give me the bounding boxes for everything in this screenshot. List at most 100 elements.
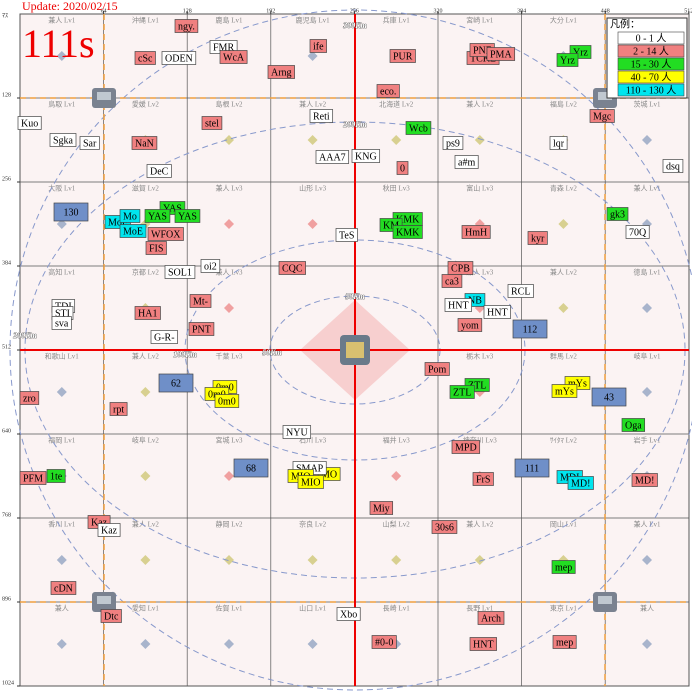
tag-text: FrS (476, 474, 490, 485)
tag-text: mep (555, 562, 572, 573)
cell-marker (140, 555, 151, 565)
alliance-tag: Oga (621, 418, 646, 432)
alliance-tag: zro (19, 391, 40, 405)
tag-text: Mgc (593, 111, 612, 122)
tag-box (50, 581, 77, 595)
alliance-tag: dsq (662, 159, 684, 173)
cell-name: 奈良 Lv2 (299, 520, 327, 529)
cell-marker (642, 303, 652, 313)
tag-box (376, 84, 400, 98)
tag-box (201, 116, 223, 130)
tag-box (486, 47, 516, 61)
tag-text: Kuo (21, 118, 38, 129)
tag-text: MoF (108, 217, 128, 228)
tag-box (309, 109, 334, 123)
tag-box (134, 306, 161, 320)
cell-name: 大阪 Lv1 (48, 184, 76, 193)
tag-text: MO (321, 469, 337, 480)
y-tick-label: 384 (2, 260, 11, 266)
alliance-tag: ZTL (449, 385, 475, 399)
cell-name: 愛知 Lv1 (132, 604, 160, 613)
cell-name: 福島 Lv2 (550, 100, 578, 109)
distance-label: 50Km (262, 348, 282, 357)
tag-text: MD! (571, 478, 590, 489)
cell-marker (224, 639, 234, 649)
tag-box (507, 284, 534, 298)
cell-marker (391, 555, 402, 565)
alliance-tag: gk3 (606, 207, 629, 221)
alliance-tag: DeC (146, 164, 172, 178)
tag-box (549, 136, 568, 150)
tag-box (147, 227, 184, 241)
cell-name: 秋田 Lv3 (383, 184, 411, 193)
tag-box (214, 394, 240, 408)
cell-name: 兼人 Lv3 (466, 268, 494, 277)
tag-box (431, 520, 458, 534)
tag-text: YAS (148, 211, 167, 222)
tag-text: NB (468, 295, 482, 306)
alliance-tag: Pom (424, 362, 450, 376)
cell-name: 兼人 Lv2 (466, 100, 494, 109)
tag-box (469, 637, 497, 651)
alliance-tag: kyr (527, 231, 548, 245)
cell-name: 福井 Lv3 (383, 436, 411, 445)
cell-name: 長崎 Lv1 (383, 604, 411, 613)
cell-name: 徳島 Lv1 (633, 268, 661, 277)
tag-text: mYs (568, 378, 587, 389)
tag-box (405, 121, 432, 135)
alliance-tag: HNT (444, 298, 472, 312)
tag-text: MoE (123, 226, 143, 237)
cell-marker (642, 387, 652, 397)
alliance-tag: YAS (144, 209, 171, 223)
distance-label: 300Km (342, 21, 367, 30)
cell-name: 福岡 Lv1 (48, 436, 76, 445)
cell-name: 兼人 (55, 604, 69, 613)
tag-text: YAS (163, 203, 182, 214)
tag-text: Wcb (409, 123, 428, 134)
tag-text: Reti (313, 111, 330, 122)
alliance-tag: Mt- (189, 294, 212, 308)
tag-text: CPB (451, 263, 470, 274)
x-tick-label: 64 (101, 8, 107, 14)
alliance-tag: RCL (507, 284, 534, 298)
tag-box (309, 39, 327, 53)
alliance-tag: Arng (267, 65, 295, 79)
cell-marker (474, 135, 485, 145)
cell-name: 高知 Lv1 (48, 268, 76, 277)
legend: 凡例： 0 - 1 人2 - 14 人15 - 30 人40 - 70 人110 … (606, 17, 688, 99)
tag-box (335, 228, 358, 242)
cell-name: 和歌山 Lv1 (45, 352, 80, 361)
tag-text: KMK (396, 227, 420, 238)
alliance-tag: KMK (392, 225, 423, 239)
tag-text: KM (383, 220, 399, 231)
tag-text: Oga (625, 420, 642, 431)
cell-marker (56, 219, 67, 229)
tag-box (389, 49, 416, 63)
tag-box (621, 418, 646, 432)
alliance-tag: ngy. (174, 19, 199, 33)
tag-text: MPD (455, 442, 477, 453)
tag-box (188, 322, 215, 336)
cell-marker (140, 471, 151, 481)
alliance-tag: Miy (369, 501, 394, 515)
cell-name: 石川 Lv3 (299, 437, 327, 445)
cell-name: 兼人 Lv3 (215, 184, 243, 193)
tag-box (161, 51, 197, 65)
alliance-tag: mYs (551, 384, 578, 398)
tag-box (174, 209, 201, 223)
cell-name: 島根 Lv2 (215, 100, 243, 109)
alliance-tag: lqr (549, 136, 568, 150)
tag-box (53, 202, 89, 222)
tag-box (457, 318, 483, 332)
alliance-tag: MD! (631, 473, 658, 487)
alliance-tag: cSc (134, 51, 156, 65)
x-tick-label: 128 (183, 8, 192, 14)
tag-text: 70Q (629, 227, 647, 238)
alliance-tag: Mo (119, 209, 141, 223)
tag-text: SOL1 (168, 267, 192, 278)
tag-box (336, 607, 361, 621)
tag-box (551, 560, 576, 574)
castle (340, 335, 370, 365)
alliance-tag: rpt (109, 402, 128, 416)
alliance-tag: WcA (219, 50, 248, 64)
